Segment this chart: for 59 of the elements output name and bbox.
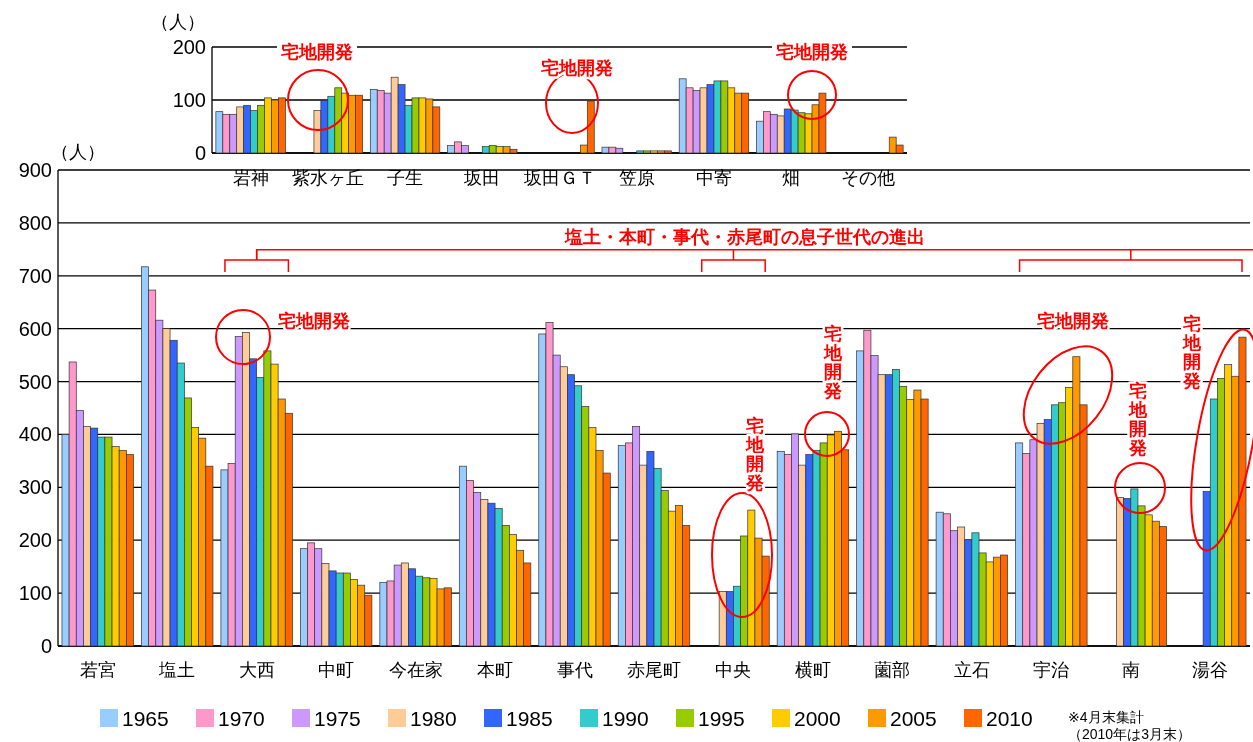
x-tick-label: 子生 <box>387 168 424 188</box>
x-tick-label: 笠原 <box>618 168 655 188</box>
y-tick-label: 500 <box>18 370 52 393</box>
x-tick-label: 塩土 <box>158 660 196 680</box>
x-tick-label: 本町 <box>477 660 514 680</box>
x-tick-label: 岩神 <box>232 168 269 188</box>
x-tick-label: その他 <box>841 168 896 188</box>
x-tick-label: 坂田 <box>463 168 501 188</box>
annotation: 宅地開発 <box>278 311 350 331</box>
x-tick-label: 赤尾町 <box>627 660 681 680</box>
y-tick-label: 0 <box>40 635 52 657</box>
legend-label: 1965 <box>122 707 169 730</box>
x-tick-label: 紫水ヶ丘 <box>291 168 364 188</box>
x-tick-label: 中寄 <box>695 168 732 188</box>
annotation: 宅地開発 <box>776 42 848 62</box>
y-tick-label: 100 <box>172 89 206 111</box>
x-tick-label: 畑 <box>782 168 801 188</box>
legend-label: 2005 <box>890 707 937 730</box>
y-tick-label: 300 <box>18 476 52 499</box>
y-tick-label: 100 <box>18 582 52 605</box>
y-tick-label: 200 <box>172 36 206 58</box>
annotation: 宅地開発 <box>823 324 843 401</box>
legend-label: 1975 <box>314 707 361 730</box>
legend-label: 1970 <box>218 707 265 730</box>
x-tick-label: 宇治 <box>1033 660 1070 680</box>
legend-label: 1995 <box>698 707 745 730</box>
annotation: 塩土・本町・事代・赤尾町の息子世代の進出 <box>564 227 925 247</box>
x-tick-label: 立石 <box>953 660 990 680</box>
x-tick-label: 横町 <box>794 660 831 680</box>
text: （2010年は3月末） <box>1068 726 1191 742</box>
y-tick-label: 900 <box>18 159 52 181</box>
x-tick-label: 大西 <box>238 660 275 680</box>
y-axis-title: （人） <box>151 12 205 32</box>
y-tick-label: 400 <box>18 423 52 446</box>
x-tick-label: 坂田ＧＴ <box>522 168 596 188</box>
x-tick-label: 中央 <box>715 660 752 680</box>
y-tick-label: 800 <box>18 211 52 234</box>
y-tick-label: 200 <box>18 529 52 552</box>
y-tick-label: 600 <box>18 317 52 340</box>
legend-label: 2000 <box>794 707 841 730</box>
y-axis-title: （人） <box>51 142 105 162</box>
text: ※4月末集計 <box>1068 709 1144 725</box>
x-tick-label: 湯谷 <box>1192 660 1229 680</box>
legend-label: 1985 <box>506 707 553 730</box>
legend-label: 2010 <box>986 707 1033 730</box>
x-tick-label: 中町 <box>318 660 355 680</box>
annotation: 宅地開発 <box>1128 381 1148 458</box>
x-tick-label: 若宮 <box>79 660 116 680</box>
annotation: 宅地開発 <box>281 42 353 62</box>
y-tick-label: 0 <box>194 142 206 164</box>
legend-label: 1990 <box>602 707 649 730</box>
y-tick-label: 700 <box>18 264 52 287</box>
x-tick-label: 薗部 <box>874 660 911 680</box>
annotation: 宅地開発 <box>541 58 613 78</box>
legend-label: 1980 <box>410 707 457 730</box>
x-tick-label: 事代 <box>556 660 593 680</box>
annotation: 宅地開発 <box>1037 311 1109 331</box>
x-tick-label: 南 <box>1121 660 1140 680</box>
x-tick-label: 今在家 <box>388 660 443 680</box>
